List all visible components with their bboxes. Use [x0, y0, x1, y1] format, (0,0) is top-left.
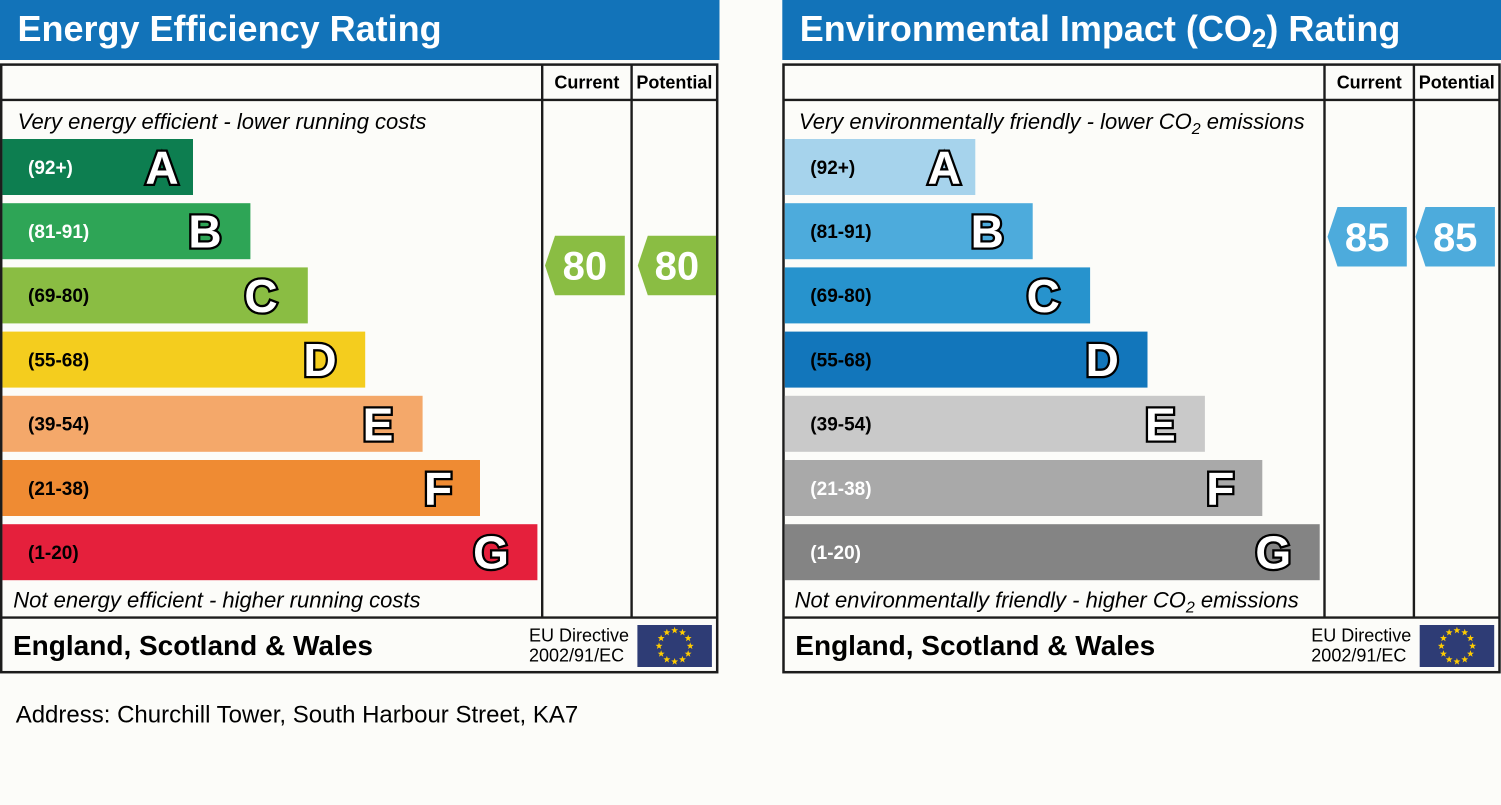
svg-text:Not environmentally friendly -: Not environmentally friendly - higher CO… — [795, 588, 1299, 617]
svg-text:Current: Current — [1337, 73, 1402, 93]
svg-text:England, Scotland & Wales: England, Scotland & Wales — [13, 630, 373, 661]
svg-text:C: C — [1027, 270, 1060, 322]
svg-text:Current: Current — [554, 73, 619, 93]
svg-text:Not energy efficient - higher: Not energy efficient - higher running co… — [13, 588, 420, 613]
svg-text:(39-54): (39-54) — [28, 415, 89, 436]
svg-text:E: E — [1145, 398, 1176, 450]
svg-text:Potential: Potential — [1419, 73, 1495, 93]
svg-text:EU Directive: EU Directive — [529, 626, 629, 646]
svg-text:(21-38): (21-38) — [28, 479, 89, 500]
svg-text:Energy Efficiency Rating: Energy Efficiency Rating — [18, 8, 442, 49]
svg-text:Environmental Impact (CO2) Rat: Environmental Impact (CO2) Rating — [800, 8, 1401, 53]
svg-text:(92+): (92+) — [810, 158, 855, 179]
svg-text:A: A — [928, 142, 961, 194]
svg-text:(1-20): (1-20) — [28, 543, 79, 564]
svg-text:F: F — [1206, 463, 1234, 515]
svg-text:2002/91/EC: 2002/91/EC — [529, 646, 624, 666]
svg-text:G: G — [473, 527, 509, 579]
svg-text:EU Directive: EU Directive — [1311, 626, 1411, 646]
svg-text:(81-91): (81-91) — [28, 222, 89, 243]
svg-text:(69-80): (69-80) — [810, 286, 871, 307]
svg-text:D: D — [303, 334, 336, 386]
svg-text:C: C — [244, 270, 277, 322]
svg-text:F: F — [424, 463, 452, 515]
svg-text:England, Scotland & Wales: England, Scotland & Wales — [795, 630, 1155, 661]
svg-text:Potential: Potential — [636, 73, 712, 93]
svg-text:E: E — [363, 398, 394, 450]
svg-text:(69-80): (69-80) — [28, 286, 89, 307]
svg-text:80: 80 — [563, 245, 608, 289]
svg-text:Very environmentally friendly: Very environmentally friendly - lower CO… — [799, 109, 1305, 138]
svg-text:D: D — [1086, 334, 1119, 386]
svg-text:85: 85 — [1345, 216, 1390, 260]
svg-text:(21-38): (21-38) — [810, 479, 871, 500]
svg-text:(55-68): (55-68) — [810, 350, 871, 371]
svg-text:(81-91): (81-91) — [810, 222, 871, 243]
svg-text:85: 85 — [1433, 216, 1478, 260]
svg-text:Very energy efficient - lower: Very energy efficient - lower running co… — [18, 109, 427, 134]
svg-text:(1-20): (1-20) — [810, 543, 861, 564]
svg-text:(92+): (92+) — [28, 158, 73, 179]
svg-text:B: B — [971, 206, 1004, 258]
svg-text:2002/91/EC: 2002/91/EC — [1311, 646, 1406, 666]
svg-text:80: 80 — [655, 245, 700, 289]
svg-text:Address: Churchill Tower, Sout: Address: Churchill Tower, South Harbour … — [16, 702, 579, 729]
svg-text:(55-68): (55-68) — [28, 350, 89, 371]
svg-text:(39-54): (39-54) — [810, 415, 871, 436]
svg-text:B: B — [188, 206, 221, 258]
svg-text:G: G — [1255, 527, 1291, 579]
svg-text:A: A — [145, 142, 178, 194]
